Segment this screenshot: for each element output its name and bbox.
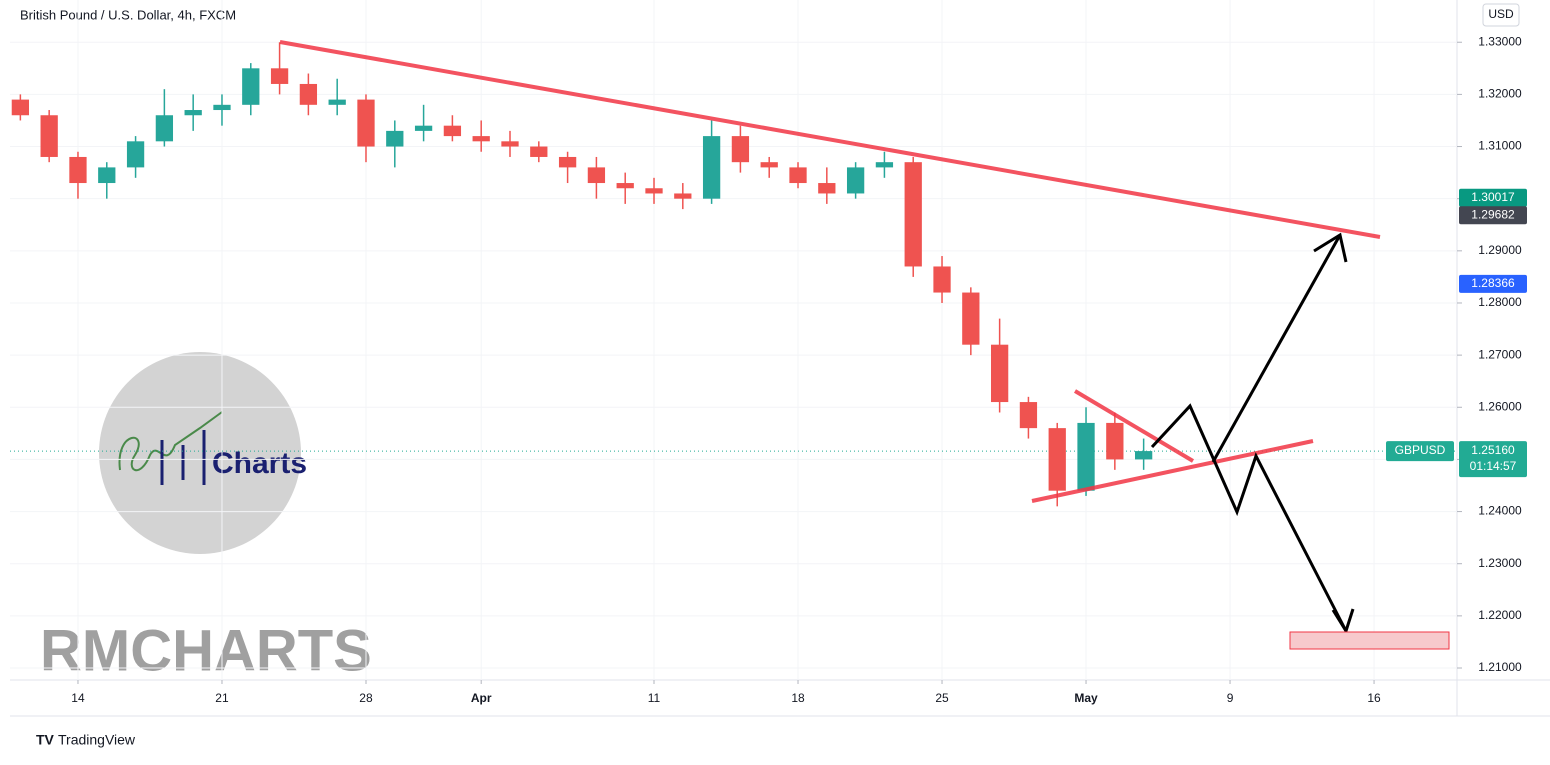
x-tick-label: 18 bbox=[791, 691, 805, 705]
y-tick-label: 1.31000 bbox=[1478, 139, 1522, 153]
currency[interactable]: USD bbox=[1488, 7, 1514, 21]
arrow-head bbox=[1331, 608, 1355, 635]
candle-body bbox=[818, 183, 836, 194]
candle-body bbox=[1134, 451, 1153, 460]
logo-swoosh bbox=[118, 411, 223, 471]
trendline bbox=[279, 40, 1381, 239]
candle-body bbox=[213, 104, 231, 111]
watermark-brand: RMCHARTS bbox=[40, 618, 372, 683]
symbol-tag bbox=[1386, 441, 1454, 462]
x-tick-label: 21 bbox=[215, 691, 229, 705]
candle-body bbox=[414, 125, 433, 131]
logo-circle bbox=[99, 352, 301, 554]
candle-body bbox=[789, 167, 807, 184]
x-tick-label: 28 bbox=[359, 691, 373, 705]
candle-body bbox=[1106, 422, 1124, 460]
x-tick-label: 14 bbox=[71, 691, 85, 705]
price-tag-label: 1.30017 bbox=[1471, 190, 1515, 204]
candle-body bbox=[386, 130, 404, 147]
last-price-label: 1.25160 bbox=[1471, 443, 1515, 457]
x-tick-label: 25 bbox=[935, 691, 949, 705]
candle-body bbox=[674, 193, 692, 199]
drawings bbox=[279, 40, 1450, 650]
candle-body bbox=[1019, 402, 1038, 429]
candle-body bbox=[155, 115, 174, 142]
candle-body bbox=[587, 167, 606, 184]
y-tick-label: 1.21000 bbox=[1478, 660, 1522, 674]
candle-body bbox=[69, 156, 87, 184]
y-tick-label: 1.24000 bbox=[1478, 504, 1522, 518]
candle-body bbox=[443, 125, 462, 137]
candle-body bbox=[299, 83, 318, 105]
candle-body bbox=[731, 136, 750, 163]
candle-body bbox=[933, 266, 951, 293]
price-tag bbox=[1459, 206, 1527, 225]
candle-body bbox=[184, 110, 202, 116]
candle-body bbox=[962, 292, 980, 345]
candle-body bbox=[558, 156, 577, 168]
candle-body bbox=[702, 136, 721, 199]
candle-body bbox=[11, 99, 30, 116]
x-tick-label: 16 bbox=[1367, 691, 1381, 705]
logo-text: Charts bbox=[212, 447, 307, 480]
x-tick-label: 11 bbox=[648, 691, 661, 705]
y-tick-label: 1.33000 bbox=[1478, 34, 1522, 48]
y-tick-label: 1.26000 bbox=[1478, 399, 1522, 413]
candle-body bbox=[904, 162, 922, 267]
candle-body bbox=[530, 146, 548, 157]
y-tick-label: 1.28000 bbox=[1478, 295, 1522, 309]
arrow-head bbox=[1313, 232, 1348, 263]
candle-body bbox=[875, 162, 894, 168]
target-zone bbox=[1289, 631, 1450, 650]
x-tick-label: 9 bbox=[1227, 691, 1234, 705]
projection-path bbox=[1150, 403, 1348, 632]
x-tick-label: May bbox=[1074, 691, 1098, 705]
candle-body bbox=[616, 183, 634, 189]
candle-body bbox=[645, 188, 663, 194]
last-price-tag bbox=[1459, 441, 1527, 478]
price-tag-label: 1.28366 bbox=[1471, 276, 1515, 290]
candle-body bbox=[126, 141, 145, 168]
projection-path bbox=[1211, 234, 1342, 463]
symbol-tag-label: GBPUSD bbox=[1395, 443, 1446, 457]
candle-body bbox=[760, 162, 778, 168]
symbol-title: British Pound / U.S. Dollar, 4h, FXCM bbox=[20, 7, 236, 22]
candle-body bbox=[40, 115, 58, 157]
x-tick-label: Apr bbox=[471, 691, 492, 705]
candle-body bbox=[1048, 428, 1066, 491]
price-tag bbox=[1459, 274, 1527, 293]
y-tick-label: 1.29000 bbox=[1478, 243, 1522, 257]
candle-body bbox=[98, 167, 116, 184]
candle-body bbox=[328, 99, 346, 105]
candle-body bbox=[990, 344, 1009, 403]
candle-body bbox=[846, 167, 865, 194]
price-tag-label: 1.29682 bbox=[1471, 207, 1515, 221]
candle-body bbox=[472, 136, 490, 142]
y-tick-label: 1.27000 bbox=[1478, 347, 1522, 361]
footer-brand: TradingView bbox=[58, 732, 136, 748]
trendline bbox=[1073, 389, 1195, 463]
countdown: 01:14:57 bbox=[1470, 459, 1517, 473]
candle-body bbox=[242, 68, 260, 105]
y-tick-label: 1.23000 bbox=[1478, 556, 1522, 570]
y-tick-label: 1.22000 bbox=[1478, 608, 1522, 622]
trendline bbox=[1031, 439, 1314, 503]
candle-body bbox=[357, 99, 375, 147]
price-tag bbox=[1459, 188, 1527, 207]
plot bbox=[10, 0, 1457, 680]
y-tick-label: 1.32000 bbox=[1478, 87, 1522, 101]
tv-logo: TV bbox=[36, 732, 55, 748]
candle-body bbox=[501, 141, 519, 147]
candle-body bbox=[270, 68, 289, 84]
candle-body bbox=[1077, 422, 1095, 491]
currency-box[interactable] bbox=[1482, 3, 1520, 27]
